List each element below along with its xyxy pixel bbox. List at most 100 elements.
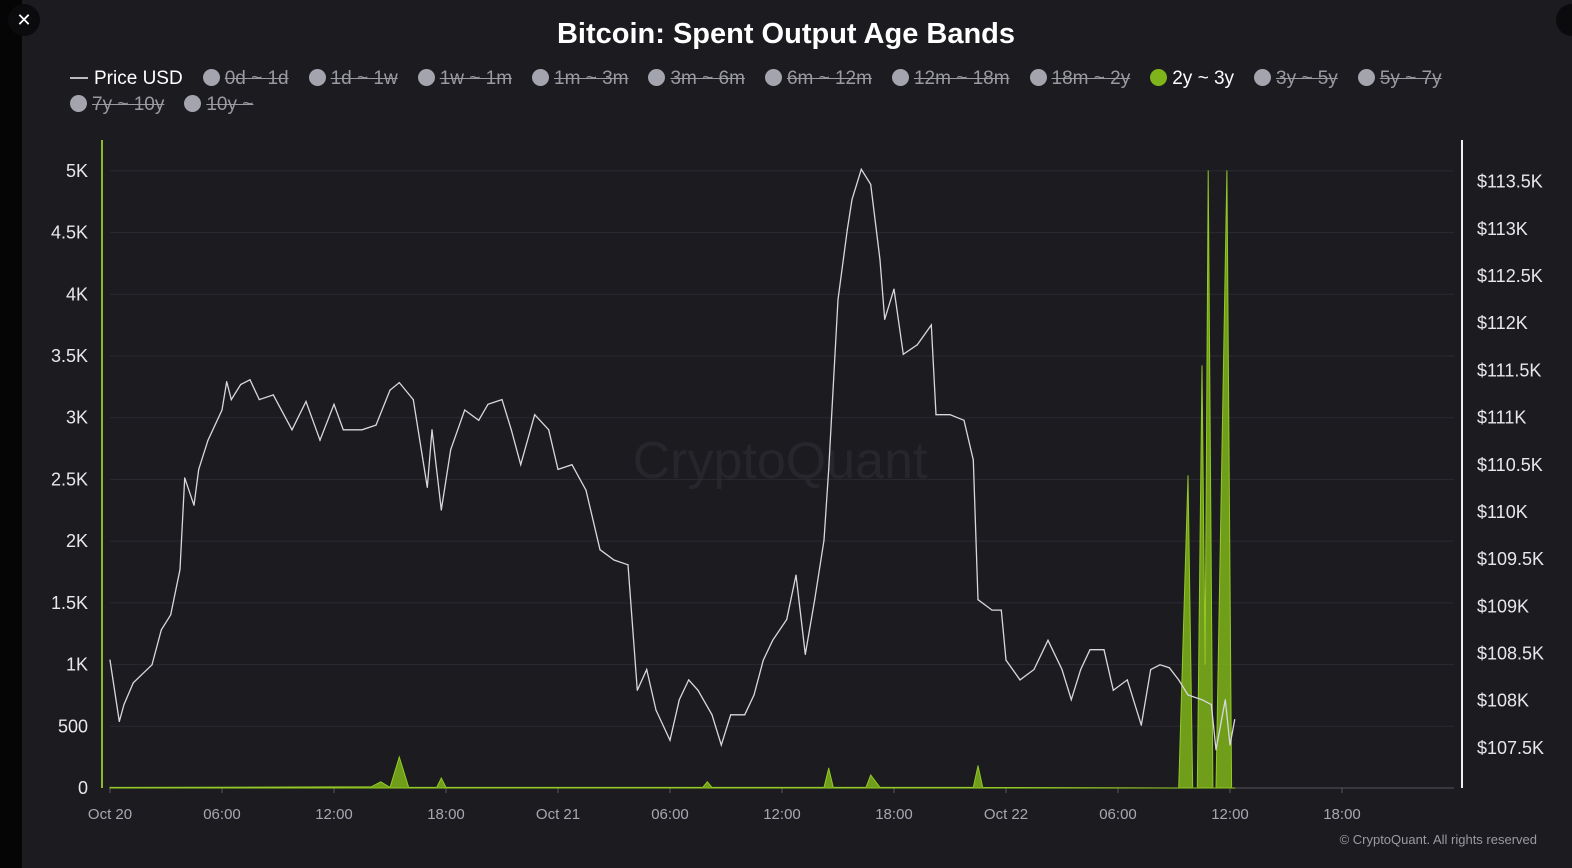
x-tick-label: 06:00 [651, 806, 689, 823]
data-point-price [1070, 699, 1072, 701]
y-right-tick-label: $113K [1477, 219, 1528, 239]
legend-item[interactable]: 5y ~ 7y [1357, 66, 1442, 92]
data-point-2y-3y [408, 786, 410, 788]
legend-item[interactable]: 1d ~ 1w [308, 66, 398, 92]
data-point-2y-3y [389, 786, 391, 788]
data-point-price [870, 183, 872, 185]
data-point-price [450, 449, 452, 451]
legend-item[interactable]: 6m ~ 12m [764, 66, 872, 92]
data-point-price [795, 574, 797, 576]
data-point-price [711, 714, 713, 716]
y-right-tick-label: $107.5K [1477, 738, 1544, 758]
data-point-price [398, 381, 400, 384]
data-point-price [230, 398, 232, 401]
legend-item[interactable]: Price USD [70, 66, 183, 92]
x-tick-label: 18:00 [1323, 806, 1361, 823]
legend-label: 3m ~ 6m [670, 68, 745, 89]
data-point-price [1089, 649, 1091, 651]
data-point-price [487, 403, 489, 405]
data-point-price [193, 504, 195, 506]
close-button[interactable]: ✕ [8, 4, 40, 36]
data-point-price [510, 429, 512, 431]
data-point-2y-3y [832, 786, 834, 788]
legend-item[interactable]: 1w ~ 1m [417, 66, 513, 92]
data-point-price [1187, 694, 1189, 696]
circle-swatch-icon [532, 69, 550, 86]
chart-title: Bitcoin: Spent Output Age Bands [556, 18, 1016, 50]
data-point-price [916, 344, 918, 346]
data-point-price [688, 679, 690, 681]
legend-label: 5y ~ 7y [1379, 68, 1442, 89]
legend-item[interactable]: 0d ~ 1d [202, 66, 289, 92]
data-point-price [170, 614, 172, 616]
data-point-price [198, 468, 200, 471]
legend-label: 6m ~ 12m [786, 68, 872, 89]
data-point-price [786, 618, 788, 621]
x-tick-label: 06:00 [1099, 806, 1137, 823]
data-point-price [655, 709, 657, 711]
y-left-tick-label: 2.5K [51, 469, 88, 489]
y-left-tick-label: 3.5K [51, 346, 88, 366]
data-point-price [1061, 668, 1063, 671]
data-point-price [548, 429, 550, 431]
data-point-price [272, 394, 274, 396]
data-point-price [1126, 679, 1128, 681]
legend-label: 12m ~ 18m [913, 68, 1010, 89]
legend-label: 18m ~ 2y [1051, 68, 1131, 89]
data-point-price [930, 324, 932, 326]
circle-swatch-icon [891, 69, 909, 86]
legend-label: 1w ~ 1m [439, 68, 513, 89]
circle-swatch-icon [308, 69, 326, 86]
data-point-2y-3y [1201, 365, 1203, 367]
data-point-2y-3y [972, 786, 974, 788]
data-point-price [636, 689, 638, 691]
data-point-2y-3y [109, 786, 111, 788]
data-point-price [319, 439, 321, 441]
data-point-2y-3y [1230, 787, 1233, 789]
circle-swatch-icon [70, 95, 87, 112]
legend-item[interactable]: 7y ~ 10y [70, 92, 164, 118]
data-point-price [389, 389, 391, 391]
data-point-price [949, 414, 951, 416]
data-point-price [846, 229, 848, 231]
data-point-2y-3y [1192, 787, 1194, 789]
legend-item[interactable]: 2y ~ 3y [1150, 66, 1234, 92]
legend-item[interactable]: 10y ~ [184, 92, 253, 118]
data-point-price [860, 168, 862, 170]
data-point-price [1229, 744, 1231, 746]
legend-item[interactable]: 18m ~ 2y [1029, 66, 1131, 92]
data-point-price [814, 599, 816, 601]
legend-item[interactable]: 1m ~ 3m [532, 66, 628, 92]
data-point-price [426, 486, 428, 488]
data-point-2y-3y [1196, 787, 1198, 789]
legend-label: 1m ~ 3m [554, 68, 629, 89]
data-point-2y-3y [380, 781, 382, 783]
data-point-price [585, 489, 587, 491]
next-button[interactable] [1556, 4, 1572, 36]
close-icon: ✕ [16, 10, 32, 30]
y-right-tick-label: $113.5K [1477, 172, 1543, 192]
circle-swatch-icon [1254, 69, 1272, 86]
legend-label: 7y ~ 10y [92, 94, 165, 115]
left-edge-strip [0, 0, 22, 868]
data-point-price [627, 564, 629, 566]
legend-item[interactable]: 12m ~ 18m [891, 66, 1010, 92]
data-point-price [720, 744, 722, 746]
data-point-price [375, 424, 377, 426]
data-point-price [646, 668, 648, 671]
y-left-tick-label: 1.5K [51, 593, 88, 613]
data-point-price [730, 714, 732, 716]
legend-item[interactable]: 3m ~ 6m [648, 66, 745, 92]
data-point-price [1210, 703, 1212, 706]
data-point-price [678, 699, 680, 701]
data-point-price [1140, 724, 1142, 726]
data-point-price [613, 559, 615, 561]
data-point-price [520, 464, 522, 466]
data-point-price [571, 464, 573, 466]
legend-item[interactable]: 3y ~ 5y [1254, 66, 1338, 92]
data-point-2y-3y [870, 774, 872, 776]
y-right-tick-label: $110.5K [1477, 455, 1543, 475]
series-line-price-usd [109, 167, 1236, 750]
data-point-price [1005, 659, 1007, 661]
data-point-price [1159, 664, 1161, 666]
